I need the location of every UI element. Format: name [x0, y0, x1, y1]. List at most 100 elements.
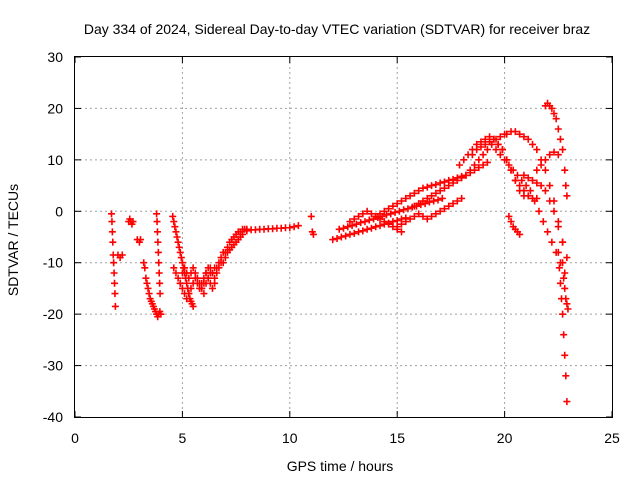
data-point	[410, 212, 418, 220]
series-tracks-3.8h	[153, 210, 164, 298]
data-point	[560, 274, 568, 282]
data-point	[359, 227, 367, 235]
data-point	[440, 205, 448, 213]
data-point	[141, 264, 149, 272]
data-point	[509, 166, 517, 174]
data-point	[563, 254, 571, 262]
series-tracks-2.1h	[114, 251, 126, 262]
data-point	[307, 212, 315, 220]
data-point	[563, 398, 571, 406]
data-point	[494, 140, 502, 148]
data-point	[342, 232, 350, 240]
data-point	[397, 220, 405, 228]
data-point	[178, 259, 186, 267]
data-point	[479, 161, 487, 169]
x-tick-label: 15	[389, 430, 405, 446]
data-point	[290, 223, 298, 231]
data-point	[183, 279, 191, 287]
data-point	[137, 236, 145, 244]
data-point	[355, 228, 363, 236]
data-point	[432, 189, 440, 197]
data-point	[516, 182, 524, 190]
data-point	[537, 182, 545, 190]
data-point	[191, 274, 199, 282]
data-point	[430, 197, 438, 205]
data-point	[475, 164, 483, 172]
data-point	[481, 140, 489, 148]
data-point	[501, 156, 509, 164]
data-point	[346, 218, 354, 226]
series-tracks-1.7h	[108, 210, 119, 310]
data-point	[335, 225, 343, 233]
series-tracks-8.5h	[243, 222, 302, 235]
data-point	[453, 197, 461, 205]
data-point	[202, 269, 210, 277]
data-point	[365, 216, 373, 224]
data-point	[387, 210, 395, 218]
data-point	[348, 222, 356, 230]
data-point	[393, 200, 401, 208]
data-point	[544, 228, 552, 236]
data-point	[498, 146, 506, 154]
data-point	[145, 290, 153, 298]
data-point	[552, 115, 560, 123]
data-point	[425, 198, 433, 206]
data-point	[157, 310, 165, 318]
data-point	[562, 295, 570, 303]
data-point	[428, 192, 436, 200]
data-point	[505, 161, 513, 169]
data-point	[428, 212, 436, 220]
data-point	[423, 194, 431, 202]
data-point	[522, 182, 530, 190]
data-point	[436, 179, 444, 187]
data-point	[473, 146, 481, 154]
data-point	[108, 228, 116, 236]
data-point	[535, 207, 543, 215]
data-point	[393, 217, 401, 225]
data-point	[111, 279, 119, 287]
data-point	[111, 290, 119, 298]
data-point	[524, 174, 532, 182]
grid-layer	[75, 57, 612, 417]
data-point	[529, 140, 537, 148]
data-point	[559, 259, 567, 267]
data-point	[458, 194, 466, 202]
data-point	[445, 182, 453, 190]
data-point	[108, 218, 116, 226]
data-point	[559, 146, 567, 154]
data-point	[367, 224, 375, 232]
data-point	[556, 135, 564, 143]
data-point	[432, 181, 440, 189]
series-tracks-16.0h	[410, 130, 509, 210]
series-tracks-22.0h	[533, 148, 562, 174]
data-point	[539, 218, 547, 226]
data-point	[563, 192, 571, 200]
data-point	[490, 135, 498, 143]
data-point	[363, 225, 371, 233]
data-point	[559, 310, 567, 318]
data-point	[561, 269, 569, 277]
series-tracks-20.8h	[505, 212, 524, 238]
data-point	[554, 151, 562, 159]
y-tick-label: 30	[47, 49, 63, 65]
data-point	[520, 187, 528, 195]
data-point	[531, 197, 539, 205]
data-point	[215, 264, 223, 272]
data-point	[329, 236, 337, 244]
data-point	[189, 302, 197, 310]
data-point	[550, 207, 558, 215]
data-point	[533, 166, 541, 174]
data-point	[423, 183, 431, 191]
data-point	[462, 171, 470, 179]
data-point	[496, 133, 504, 141]
data-marks	[108, 99, 572, 406]
data-point	[189, 264, 197, 272]
data-point	[533, 179, 541, 187]
data-point	[153, 228, 161, 236]
data-point	[340, 224, 347, 232]
data-point	[200, 290, 208, 298]
data-point	[402, 194, 410, 202]
chart-title: Day 334 of 2024, Sidereal Day-to-day VTE…	[84, 21, 590, 37]
data-point	[376, 210, 384, 218]
data-point	[436, 207, 444, 215]
